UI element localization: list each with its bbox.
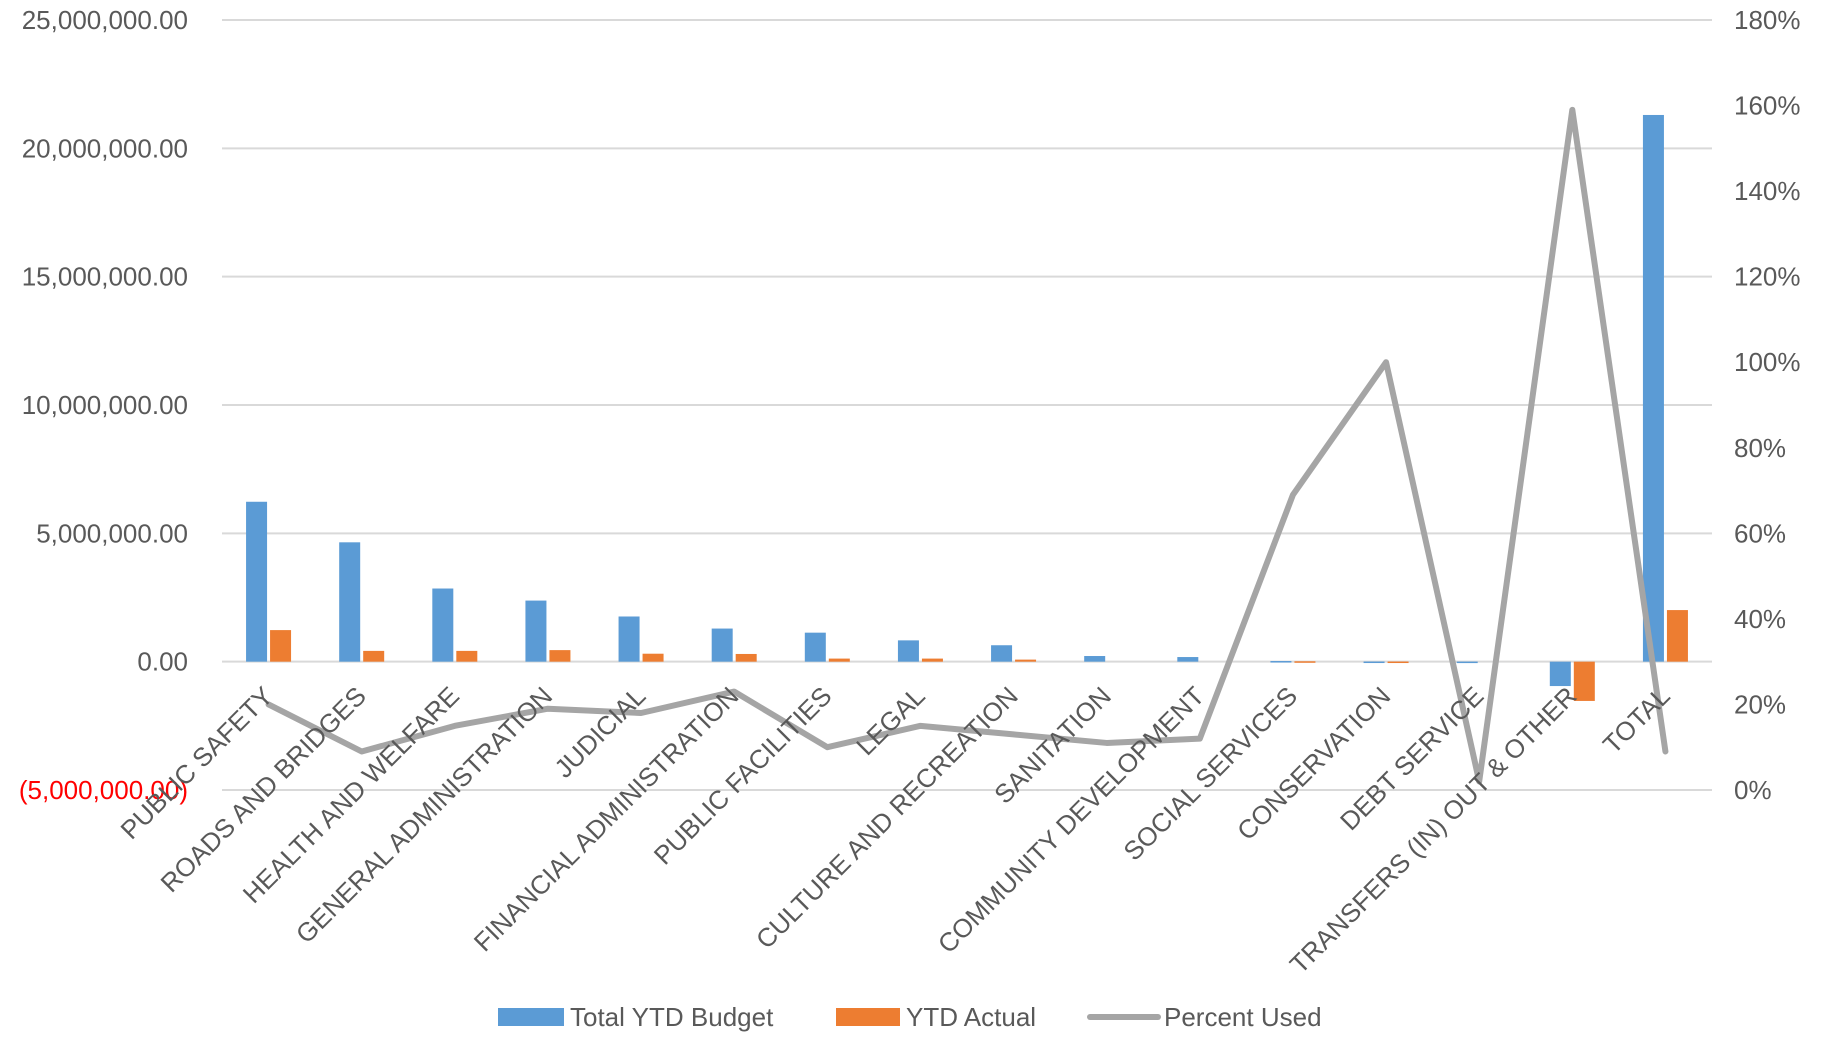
left-axis-ticks: 25,000,000.00 20,000,000.00 15,000,000.00 1… <box>19 5 188 805</box>
actual-bar <box>1015 660 1036 662</box>
legend-actual-label: YTD Actual <box>906 1002 1036 1032</box>
legend-budget-label: Total YTD Budget <box>570 1002 774 1032</box>
actual-bar <box>643 654 664 662</box>
left-tick-label: 25,000,000.00 <box>22 5 188 35</box>
actual-bar <box>1294 661 1315 663</box>
legend-actual-swatch <box>836 1008 900 1026</box>
right-tick-label: 60% <box>1734 518 1786 548</box>
budget-bar <box>898 640 919 661</box>
right-tick-label: 160% <box>1734 91 1801 121</box>
budget-bar <box>805 633 826 662</box>
left-tick-label: 5,000,000.00 <box>36 518 188 548</box>
legend: Total YTD Budget YTD Actual Percent Used <box>498 1002 1322 1032</box>
right-tick-label: 20% <box>1734 689 1786 719</box>
category-label: LEGAL <box>850 681 930 761</box>
right-tick-label: 100% <box>1734 347 1801 377</box>
actual-bar <box>1667 610 1688 662</box>
budget-bar <box>1643 115 1664 662</box>
right-tick-label: 120% <box>1734 262 1801 292</box>
right-tick-label: 80% <box>1734 433 1786 463</box>
budget-bar <box>1457 662 1478 664</box>
budget-bar <box>991 645 1012 661</box>
actual-bar <box>736 654 757 662</box>
budget-bar <box>339 542 360 661</box>
percent-used-polyline <box>269 110 1666 782</box>
category-label: PUBLIC FACILITIES <box>648 681 838 871</box>
actual-bar <box>1388 662 1409 664</box>
budget-bar <box>1177 657 1198 662</box>
right-tick-label: 140% <box>1734 176 1801 206</box>
right-tick-label: 40% <box>1734 604 1786 634</box>
budget-bar <box>1270 661 1291 663</box>
budget-bar <box>525 601 546 662</box>
right-tick-label: 0% <box>1734 775 1772 805</box>
category-label: PUBLIC SAFETY <box>115 681 279 845</box>
budget-bar <box>1364 662 1385 664</box>
actual-bar <box>363 651 384 662</box>
right-tick-label: 180% <box>1734 5 1801 35</box>
budget-bar <box>619 616 640 661</box>
budget-bar <box>1084 656 1105 662</box>
legend-budget-swatch <box>498 1008 564 1026</box>
actual-bar <box>549 650 570 662</box>
right-axis-ticks: 180% 160% 140% 120% 100% 80% 60% 40% 20% 0% <box>1734 5 1801 805</box>
legend-percent-used-label: Percent Used <box>1164 1002 1322 1032</box>
budget-bar <box>246 502 267 662</box>
left-tick-label: 20,000,000.00 <box>22 133 188 163</box>
gridlines <box>222 20 1712 790</box>
left-tick-label: 0.00 <box>137 647 188 677</box>
actual-bar <box>922 659 943 662</box>
left-tick-label: 10,000,000.00 <box>22 390 188 420</box>
left-tick-label: 15,000,000.00 <box>22 262 188 292</box>
actual-bar <box>456 651 477 662</box>
budget-bar <box>432 589 453 662</box>
bars <box>246 115 1688 701</box>
actual-bar <box>1574 662 1595 701</box>
actual-bar <box>270 630 291 662</box>
actual-bar <box>829 659 850 662</box>
percent-used-line <box>268 110 1665 782</box>
budget-bar <box>712 629 733 662</box>
